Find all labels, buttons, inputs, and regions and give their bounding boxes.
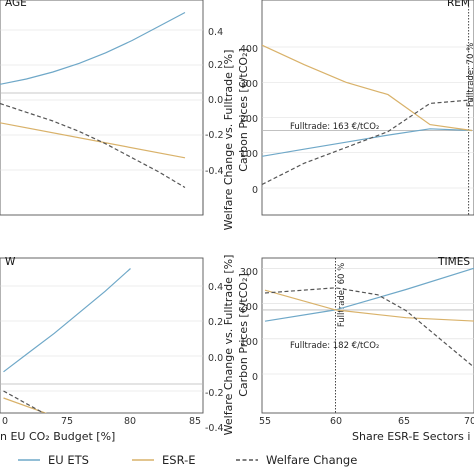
rem-y-tick: 300 — [240, 79, 258, 90]
panel-w: W 0.4 0.2 0.0 -0.2 -0.4 Welfare Change v… — [0, 255, 235, 443]
times-y-tick: 100 — [240, 337, 258, 348]
times-x-label: Share ESR-E Sectors i — [352, 430, 470, 443]
w-x-tick: 75 — [61, 416, 73, 427]
times-series-welfare-change — [264, 287, 474, 368]
times-fulltrade-price-label: Fulltrade: 182 €/tCO₂ — [290, 341, 379, 351]
w-x-tick: 85 — [189, 416, 201, 427]
w-series-welfare-change — [3, 390, 45, 413]
w-x-tick: 80 — [124, 416, 136, 427]
age-y2-label: Welfare Change vs. Fulltrade [%] — [222, 50, 235, 231]
legend-label-welfare-change: Welfare Change — [266, 453, 357, 467]
rem-fulltrade-price-label: Fulltrade: 163 €/tCO₂ — [290, 122, 379, 132]
rem-y-tick: 0 — [252, 185, 258, 196]
legend-label-eu-ets: EU ETS — [48, 453, 89, 467]
legend: EU ETS ESR-E Welfare Change — [18, 453, 357, 467]
times-series-eu-ets — [264, 267, 474, 322]
w-y2-tick: 0.2 — [208, 317, 223, 328]
times-x-tick: 70 — [464, 416, 474, 427]
rem-y-label: Carbon Prices [€/tCO₂] — [237, 48, 250, 172]
rem-series-welfare-change — [262, 99, 473, 186]
age-y2-tick: 0.0 — [208, 95, 223, 106]
rem-y-tick: 100 — [240, 149, 258, 160]
age-y2-tick: 0.4 — [208, 27, 223, 38]
times-y-tick: 300 — [240, 267, 258, 278]
age-series-esr-e — [0, 122, 186, 159]
rem-series-eu-ets — [262, 128, 473, 157]
panel-age: AGE 0.4 0.2 0.0 -0.2 -0.4 Welfare Change… — [0, 0, 235, 230]
age-y2-tick: -0.4 — [205, 166, 224, 177]
w-y2-tick: 0.0 — [208, 353, 223, 364]
rem-fulltrade-share-label: Fulltrade: 70 % — [466, 43, 474, 107]
times-y-label: Carbon Prices [€/tCO₂] — [237, 273, 250, 397]
age-series-welfare-change — [0, 102, 186, 189]
panel-age-title: AGE — [5, 0, 27, 9]
panel-times-frame — [261, 257, 474, 414]
chart-marks — [0, 0, 474, 413]
w-x-tick: 0 — [2, 416, 8, 427]
rem-series-esr-e — [262, 44, 473, 132]
times-fulltrade-share-label: Fulltrade: 60 % — [337, 263, 347, 327]
panel-times-title: TIMES — [437, 256, 470, 268]
w-series-esr-e — [3, 397, 48, 413]
times-x-tick: 60 — [330, 416, 342, 427]
times-y-tick: 0 — [252, 372, 258, 383]
w-y2-tick: -0.4 — [205, 423, 224, 434]
panel-w-frame — [0, 257, 204, 414]
panel-age-frame — [0, 0, 204, 216]
panel-rem: REM 400 300 200 100 0 Carbon Prices [€/t… — [237, 0, 474, 216]
rem-y-tick: 200 — [240, 114, 258, 125]
w-y2-tick: 0.4 — [208, 282, 223, 293]
w-y2-label: Welfare Change vs. Fulltrade [%] — [222, 255, 235, 436]
legend-label-esr-e: ESR-E — [162, 453, 196, 467]
panel-w-title: W — [5, 256, 16, 268]
age-y2-tick: -0.2 — [205, 130, 224, 141]
panel-rem-frame — [261, 0, 474, 216]
times-y-tick: 200 — [240, 302, 258, 313]
times-x-tick: 55 — [259, 416, 271, 427]
times-x-tick: 65 — [398, 416, 410, 427]
w-y2-tick: -0.2 — [205, 388, 224, 399]
age-y2-tick: 0.2 — [208, 60, 223, 71]
panel-times: TIMES 300 200 100 0 Carbon Prices [€/tCO… — [237, 256, 474, 443]
age-series-eu-ets — [0, 11, 186, 85]
w-series-eu-ets — [3, 268, 131, 373]
times-series-esr-e — [264, 289, 474, 322]
panel-rem-title: REM — [447, 0, 470, 9]
rem-y-tick: 400 — [240, 44, 258, 55]
w-x-label: n EU CO₂ Budget [%] — [0, 430, 115, 443]
